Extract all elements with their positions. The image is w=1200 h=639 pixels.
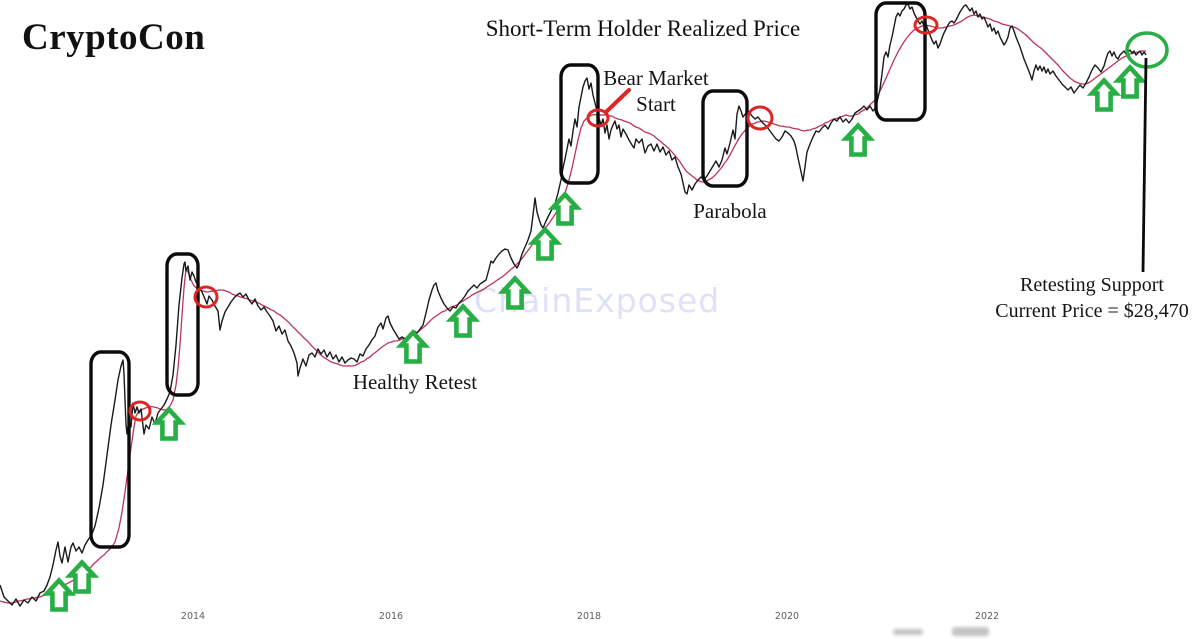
green-up-arrow bbox=[151, 406, 187, 441]
annotation-parabola: Parabola bbox=[693, 199, 767, 223]
highlight-box bbox=[874, 1, 927, 122]
green-up-arrow bbox=[1112, 64, 1148, 99]
highlight-box bbox=[559, 63, 600, 185]
chart-title: Short-Term Holder Realized Price bbox=[485, 16, 801, 41]
green-up-arrow bbox=[445, 303, 481, 338]
green-up-arrow bbox=[527, 226, 563, 261]
annotation-bear-line1: Bear Market bbox=[603, 66, 709, 90]
highlight-box bbox=[701, 89, 749, 188]
green-up-arrow bbox=[547, 191, 583, 226]
bear-market-start-circle bbox=[586, 108, 610, 128]
cropped-artifact bbox=[952, 627, 989, 636]
green-up-arrow bbox=[840, 122, 876, 157]
x-tick-label: 2022 bbox=[975, 611, 999, 622]
highlight-box bbox=[89, 350, 131, 549]
current-price-drop-line bbox=[1141, 57, 1148, 273]
annotation-support-line1: Retesting Support bbox=[1020, 274, 1164, 296]
green-up-arrow bbox=[1086, 77, 1122, 112]
price-line bbox=[0, 3, 1147, 607]
green-up-arrow bbox=[64, 559, 100, 594]
green-up-arrow bbox=[395, 329, 431, 364]
bear-market-start-circle bbox=[746, 105, 774, 131]
bear-market-start-circle bbox=[913, 15, 939, 35]
green-up-arrow bbox=[41, 577, 77, 612]
bear-start-pointer-line bbox=[604, 88, 631, 114]
green-up-arrow bbox=[497, 275, 533, 310]
highlight-box bbox=[165, 252, 200, 397]
x-tick-label: 2020 bbox=[775, 611, 799, 622]
bear-market-start-circle bbox=[193, 285, 219, 309]
x-tick-label: 2016 bbox=[379, 611, 403, 622]
bear-market-start-circle bbox=[128, 400, 152, 422]
x-tick-label: 2018 bbox=[577, 611, 601, 622]
annotation-bear-line2: Start bbox=[636, 91, 676, 116]
annotation-support-line2: Current Price = $28,470 bbox=[995, 300, 1189, 322]
cropped-artifact bbox=[893, 629, 923, 635]
annotation-retesting-support: Retesting Support Current Price = $28,47… bbox=[985, 272, 1199, 324]
annotation-healthy-retest: Healthy Retest bbox=[352, 370, 478, 394]
x-tick-label: 2014 bbox=[181, 611, 205, 622]
annotation-bear-market-start: Bear Market Start bbox=[556, 66, 756, 117]
brand-logo: CryptoCon bbox=[22, 17, 206, 58]
